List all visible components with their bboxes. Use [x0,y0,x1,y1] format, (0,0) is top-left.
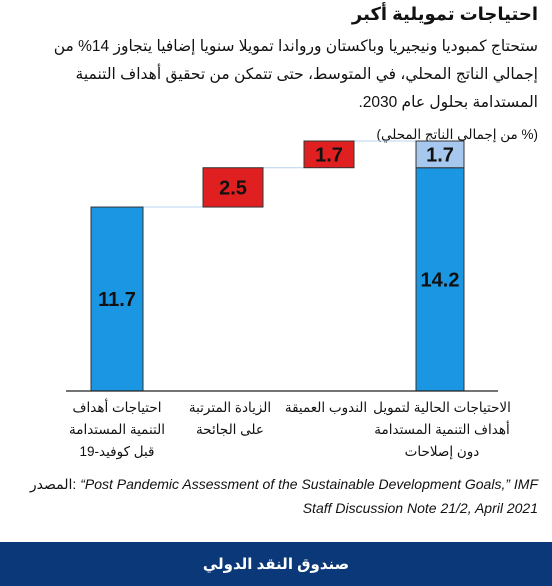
x-tick-label-0: احتياجات أهداف التنمية المستدامة قبل كوف… [69,400,165,459]
data-label-2: 1.7 [315,144,343,166]
bar-0 [90,206,144,392]
bar-1 [202,167,264,208]
data-label-1: 2.5 [219,177,247,199]
data-label-0: 11.7 [98,289,136,311]
bar-4 [415,140,465,169]
y-unit-label: (% من إجمالي الناتج المحلي) [376,127,538,142]
data-label-4: 1.7 [426,144,454,166]
source-line-1: المصدر: “Post Pandemic Assessment of the… [14,476,538,493]
source-label: المصدر: [29,476,77,492]
chart-subtitle: ستحتاج كمبوديا ونيجيريا وباكستان ورواندا… [53,38,538,111]
x-tick-label-1: الزيادة المترتبة على الجائحة [188,400,272,437]
data-label-3: 14.2 [421,269,460,291]
x-tick-label-2: الندوب العميقة [284,400,368,415]
footer-bar: صندوق النقد الدولي [0,542,552,586]
source-line-2: Staff Discussion Note 21/2, April 2021 [302,500,538,516]
x-tick-label-3: الاحتياجات الحالية لتمويل أهداف التنمية … [373,400,511,459]
bar-2 [303,140,355,169]
chart-title: احتياجات تمويلية أكبر [351,4,538,24]
footer-org-name: صندوق النقد الدولي [202,556,350,573]
waterfall-chart: 11.7 2.5 1.7 14.2 1.7 [66,140,498,392]
source-text: “Post Pandemic Assessment of the Sustain… [80,476,538,492]
